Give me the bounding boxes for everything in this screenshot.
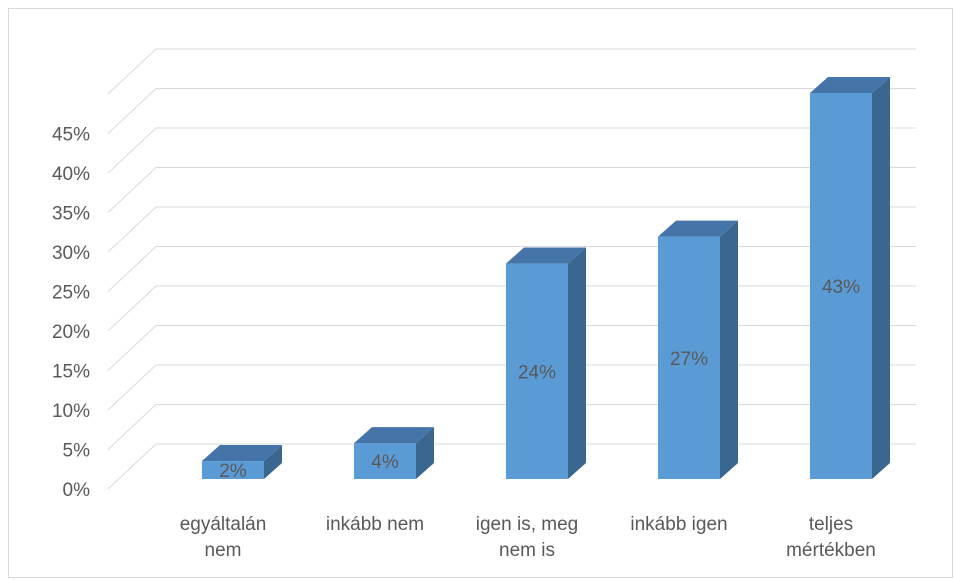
bar: 27% [658,220,738,479]
bar-top [354,427,434,444]
y-tick-label: 40% [52,164,90,185]
y-tick-label: 5% [63,441,91,462]
y-tick-label: 45% [52,125,90,146]
category-label: inkább nem [326,514,424,535]
category-label: egyáltalán nem [180,514,267,561]
bar: 2% [202,445,282,482]
y-axis: 0% 5% 10% 15% 20% 25% 30% 35% 40% 45% [52,125,90,502]
bar-top [810,77,890,93]
y-tick-label: 30% [52,243,90,264]
gridline [107,127,916,174]
bar-front [658,236,720,479]
bar: 24% [506,247,586,479]
bar-side [872,77,890,479]
data-label: 4% [371,452,399,473]
bar-front [354,443,416,479]
category-label: igen is, meg nem is [476,514,578,561]
y-tick-label: 10% [52,401,90,422]
gridline [107,167,916,213]
y-tick-label: 25% [52,283,90,304]
bar-top [658,220,738,237]
bar-top [202,445,282,462]
y-tick-label: 20% [52,322,90,343]
gridline [107,206,916,253]
x-axis: egyáltalán nem inkább nem igen is, meg nem i… [180,514,876,561]
bar: 4% [354,427,434,479]
bar-side [720,220,738,479]
chart-frame [8,8,953,578]
bar: 43% [810,77,890,479]
data-label: 24% [518,362,556,383]
bar-front [810,93,872,479]
y-tick-label: 0% [63,480,91,501]
bar-side [568,247,586,479]
bar-side [264,445,282,479]
data-label: 2% [219,461,247,482]
bar-front [202,461,264,479]
data-label: 27% [670,349,708,370]
bar-front [506,263,568,479]
bars: 2% 4% 24% 27% 43% [202,77,890,482]
data-label: 43% [822,277,860,298]
category-label: teljes mértékben [786,514,876,561]
category-label: inkább igen [630,514,727,535]
gridline [107,48,916,95]
gridline [107,88,916,134]
y-tick-label: 15% [52,362,90,383]
bar-top [506,247,586,264]
y-tick-label: 35% [52,204,90,225]
bar-side [416,427,434,479]
